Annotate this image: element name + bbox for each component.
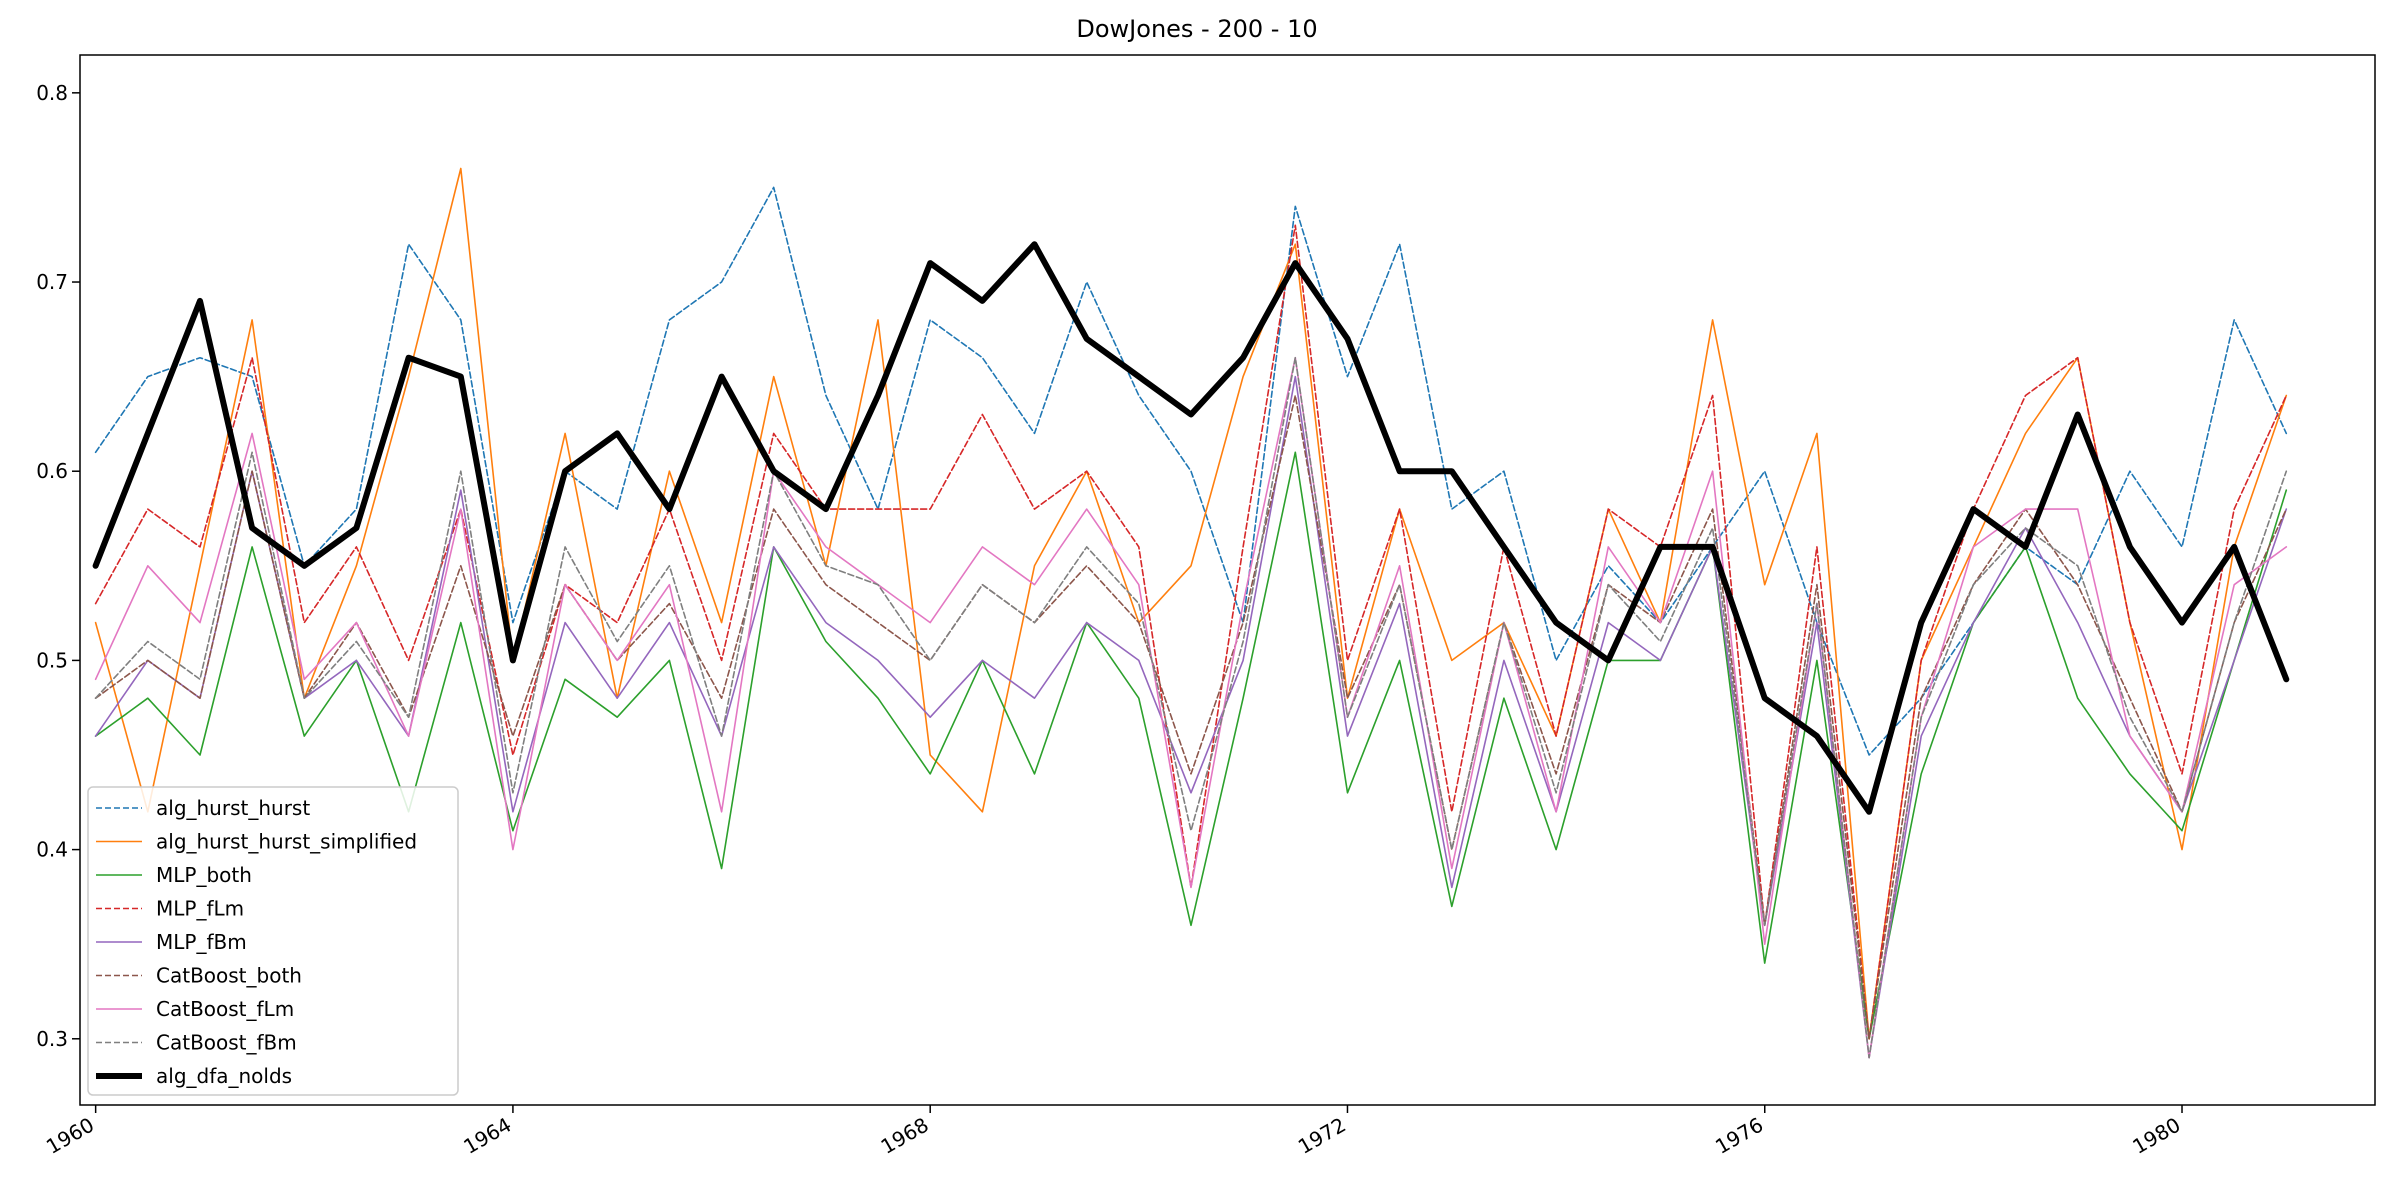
legend: alg_hurst_hurst alg_hurst_hurst_simplifie… (87, 786, 459, 1096)
y-tick-label: 0.3 (36, 1027, 68, 1051)
y-tick-label: 0.6 (36, 459, 68, 483)
chart-title: DowJones - 200 - 10 (1076, 15, 1317, 43)
legend-label: alg_dfa_nolds (156, 1064, 292, 1088)
legend-label: alg_hurst_hurst_simplified (156, 830, 417, 854)
y-tick-label: 0.7 (36, 270, 68, 294)
legend-label: MLP_fLm (156, 897, 244, 921)
legend-label: alg_hurst_hurst (156, 796, 310, 820)
y-tick-label: 0.8 (36, 81, 68, 105)
legend-box (87, 786, 459, 1096)
series-layer (92, 167, 2290, 1059)
series-line-CatBoost-fBm (94, 356, 2288, 1059)
y-tick-label: 0.4 (36, 838, 68, 862)
series-line-MLP-fBm (94, 375, 2288, 1059)
plot-frame (79, 54, 2376, 1106)
legend-label: MLP_fBm (156, 930, 247, 954)
y-tick-label: 0.5 (36, 648, 68, 672)
series-line-CatBoost-both (94, 394, 2288, 1040)
legend-items: alg_hurst_hurst alg_hurst_hurst_simplifie… (96, 796, 417, 1088)
legend-label: CatBoost_both (156, 964, 302, 988)
legend-label: CatBoost_fBm (156, 1031, 297, 1055)
series-line-alg-dfa-nolds (92, 241, 2290, 815)
legend-label: MLP_both (156, 863, 252, 887)
legend-label: CatBoost_fLm (156, 997, 294, 1021)
series-line-MLP-both (94, 451, 2288, 1040)
